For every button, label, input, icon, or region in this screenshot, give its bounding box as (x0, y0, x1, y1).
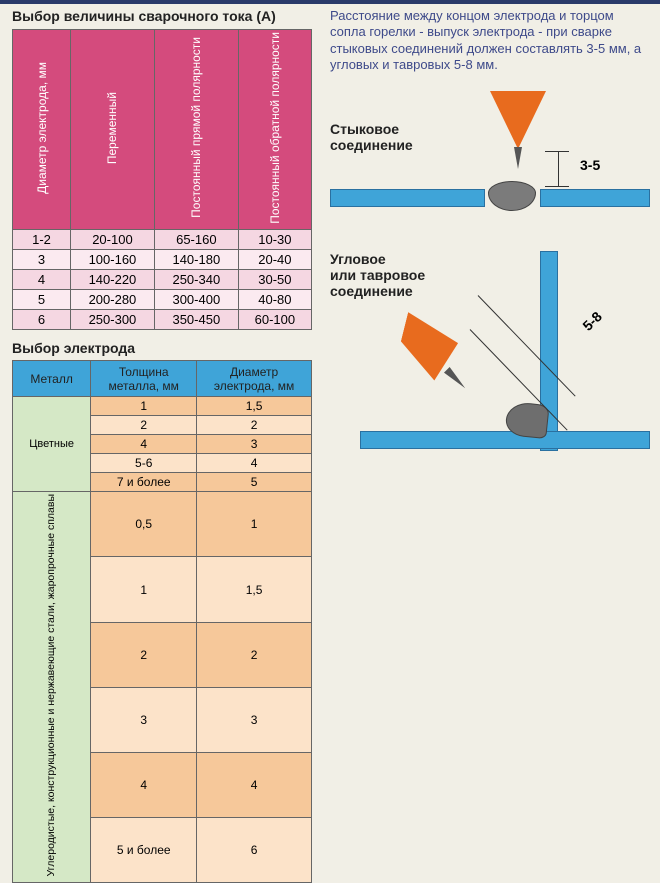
table-cell: 5 и более (91, 817, 197, 882)
table-cell: 2 (197, 416, 312, 435)
dimension-line (558, 151, 559, 187)
table-row: 1-220-10065-16010-30 (13, 229, 312, 249)
table-cell: 3 (197, 687, 312, 752)
table-cell: 2 (91, 622, 197, 687)
table-cell: 140-220 (71, 269, 155, 289)
electrode-table: Металл Толщина металла, мм Диаметр элект… (12, 360, 312, 883)
table-cell: 100-160 (71, 249, 155, 269)
table-cell: 20-40 (238, 249, 311, 269)
table-cell: 1-2 (13, 229, 71, 249)
metal-cell: Цветные (13, 397, 91, 492)
top-border (0, 0, 660, 4)
torch-nozzle-icon (490, 91, 546, 149)
t1-h2: Постоянный прямой полярности (189, 37, 203, 218)
plate-horizontal (360, 431, 650, 449)
table-row: 4140-220250-34030-50 (13, 269, 312, 289)
table1-title: Выбор величины сварочного тока (А) (12, 8, 312, 25)
table-cell: 5-6 (91, 454, 197, 473)
right-column: Расстояние между концом электрода и торц… (330, 8, 650, 481)
table-cell: 5 (197, 473, 312, 492)
table-cell: 250-300 (71, 309, 155, 329)
table-cell: 140-180 (154, 249, 238, 269)
t1-h0: Диаметр электрода, мм (35, 62, 49, 194)
table-cell: 200-280 (71, 289, 155, 309)
intro-text: Расстояние между концом электрода и торц… (330, 8, 650, 73)
table-cell: 350-450 (154, 309, 238, 329)
table-cell: 300-400 (154, 289, 238, 309)
table-cell: 10-30 (238, 229, 311, 249)
table2-title: Выбор электрода (12, 340, 312, 357)
plate-left (330, 189, 485, 207)
d2-t1: Угловое (330, 251, 386, 267)
metal-cell: Углеродистые, конструкционные и нержавею… (13, 492, 91, 883)
table-cell: 3 (197, 435, 312, 454)
table-cell: 40-80 (238, 289, 311, 309)
butt-joint-diagram: Стыковое соединение 3-5 (330, 81, 650, 251)
table-cell: 1,5 (197, 557, 312, 622)
d2-t3: соединение (330, 283, 413, 299)
table-cell: 4 (197, 454, 312, 473)
table-cell: 6 (197, 817, 312, 882)
t1-body: 1-220-10065-16010-303100-160140-18020-40… (13, 229, 312, 329)
table-cell: 7 и более (91, 473, 197, 492)
t2-h0: Металл (13, 361, 91, 397)
table-cell: 0,5 (91, 492, 197, 557)
table-cell: 3 (91, 687, 197, 752)
t2-h1: Толщина металла, мм (91, 361, 197, 397)
table-cell: 65-160 (154, 229, 238, 249)
table-cell: 4 (197, 752, 312, 817)
table-row: 3100-160140-18020-40 (13, 249, 312, 269)
weld-bead-icon (488, 181, 536, 211)
table-cell: 3 (13, 249, 71, 269)
table-cell: 6 (13, 309, 71, 329)
table-cell: 60-100 (238, 309, 311, 329)
table-cell: 5 (13, 289, 71, 309)
fillet-joint-diagram: Угловое или тавровое соединение 5-8 (330, 251, 650, 481)
dimension-line (478, 295, 576, 396)
table-row: Цветные11,5 (13, 397, 312, 416)
t1-h1: Переменный (105, 92, 119, 164)
table-row: Углеродистые, конструкционные и нержавею… (13, 492, 312, 557)
table-cell: 1,5 (197, 397, 312, 416)
electrode-tip-icon (514, 147, 522, 169)
table-cell: 4 (13, 269, 71, 289)
dimension-value: 3-5 (580, 157, 600, 173)
plate-right (540, 189, 650, 207)
table-cell: 1 (91, 397, 197, 416)
table-cell: 250-340 (154, 269, 238, 289)
t2-h2: Диаметр электрода, мм (197, 361, 312, 397)
table-cell: 20-100 (71, 229, 155, 249)
table-cell: 30-50 (238, 269, 311, 289)
t2-body: Цветные11,522435-647 и более5Углеродисты… (13, 397, 312, 883)
table-row: 5200-280300-40040-80 (13, 289, 312, 309)
table-cell: 2 (91, 416, 197, 435)
table-cell: 2 (197, 622, 312, 687)
table-cell: 1 (197, 492, 312, 557)
diag1-title: Стыковое соединение (330, 121, 413, 153)
electrode-tip-icon (444, 367, 468, 391)
diag2-title: Угловое или тавровое соединение (330, 251, 425, 299)
table-cell: 4 (91, 435, 197, 454)
table-cell: 4 (91, 752, 197, 817)
table-cell: 1 (91, 557, 197, 622)
left-column: Выбор величины сварочного тока (А) Диаме… (12, 8, 312, 883)
d1-t2: соединение (330, 137, 413, 153)
t1-h3: Постоянный обратной полярности (268, 32, 282, 224)
table-row: 6250-300350-45060-100 (13, 309, 312, 329)
current-table: Диаметр электрода, мм Переменный Постоян… (12, 29, 312, 330)
d1-t1: Стыковое (330, 121, 399, 137)
dimension-value: 5-8 (579, 308, 605, 334)
d2-t2: или тавровое (330, 267, 425, 283)
